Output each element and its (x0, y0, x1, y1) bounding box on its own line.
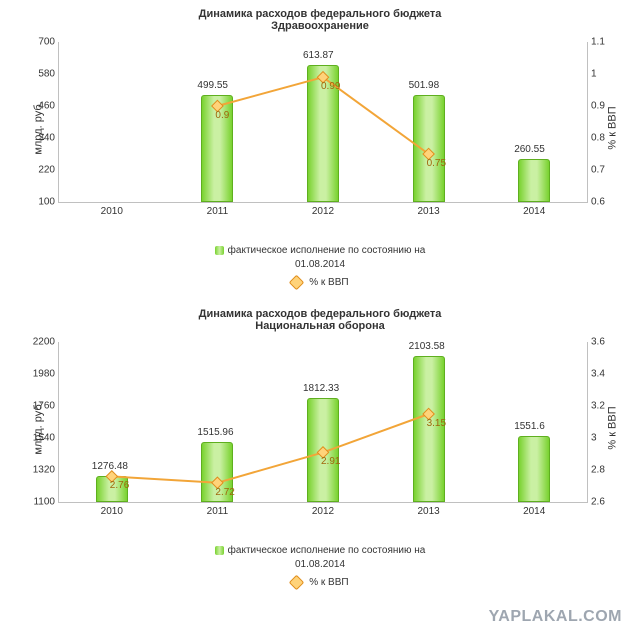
chart2-line-layer (59, 342, 587, 502)
chart1-plot: 1002203404605807000.60.70.80.911.1201020… (10, 36, 630, 224)
chart2-plot-area: 1100132015401760198022002.62.833.23.43.6… (58, 342, 588, 503)
chart2-legend-bar-swatch (215, 546, 224, 555)
chart2-legend-line-swatch (289, 575, 305, 591)
chart1-legend-bar-swatch (215, 246, 224, 255)
chart2-yright-tick: 3.2 (591, 401, 605, 412)
chart2-yright-tick: 2.8 (591, 465, 605, 476)
chart1-legend-bar-label2: 01.08.2014 (8, 258, 632, 272)
chart2-subtitle: Национальная оборона (8, 320, 632, 332)
chart2-legend-bar-label: фактическое исполнение по состоянию на (228, 545, 426, 556)
chart1-yleft-tick: 580 (38, 69, 55, 80)
chart1-yleft-tick: 220 (38, 165, 55, 176)
chart2-legend: фактическое исполнение по состоянию на 01… (8, 544, 632, 590)
chart1-legend: фактическое исполнение по состоянию на 01… (8, 244, 632, 290)
chart1-yright-tick: 0.6 (591, 197, 605, 208)
chart1-marker-label: 0.99 (321, 81, 340, 92)
chart1-yright-tick: 1.1 (591, 37, 605, 48)
chart2-yleft-label: млрд. руб. (33, 401, 45, 454)
chart1-yright-label: % к ВВП (606, 106, 618, 149)
chart1-x-label: 2010 (101, 206, 123, 217)
chart2-chart: Динамика расходов федерального бюджетаНа… (8, 308, 632, 590)
chart1-plot-area: 1002203404605807000.60.70.80.911.1201020… (58, 42, 588, 203)
chart2-legend-bar-label2: 01.08.2014 (8, 558, 632, 572)
chart2-legend-line-label: % к ВВП (306, 577, 348, 588)
chart2-yright-tick: 2.6 (591, 497, 605, 508)
chart2-yleft-tick: 1100 (33, 497, 55, 508)
chart1-marker-label: 0.9 (215, 110, 229, 121)
chart1-yleft-label: млрд. руб. (33, 101, 45, 154)
chart1-line-layer (59, 42, 587, 202)
chart2-yleft-tick: 1980 (33, 369, 55, 380)
chart1-yright-tick: 0.7 (591, 165, 605, 176)
chart1-x-label: 2012 (312, 206, 334, 217)
chart2-line (112, 414, 429, 483)
chart1-subtitle: Здравоохранение (8, 20, 632, 32)
watermark-text: YAPLAKAL.COM (8, 608, 632, 626)
chart1-marker-label: 0.75 (427, 158, 446, 169)
chart2-x-label: 2014 (523, 506, 545, 517)
chart2-yright-tick: 3.4 (591, 369, 605, 380)
chart2-marker-label: 2.91 (321, 456, 340, 467)
chart1-yright-tick: 0.9 (591, 101, 605, 112)
chart2-marker-label: 2.72 (215, 487, 234, 498)
chart2-x-label: 2010 (101, 506, 123, 517)
chart2-yright-label: % к ВВП (606, 406, 618, 449)
chart2-marker-label: 2.76 (110, 480, 129, 491)
chart1-legend-bar-label: фактическое исполнение по состоянию на (228, 245, 426, 256)
chart2-x-label: 2012 (312, 506, 334, 517)
chart1-yleft-tick: 700 (38, 37, 55, 48)
chart2-x-label: 2013 (417, 506, 439, 517)
chart2-marker-label: 3.15 (427, 418, 446, 429)
chart1-x-label: 2011 (207, 206, 229, 217)
chart1-yleft-tick: 100 (38, 197, 55, 208)
chart1-yright-tick: 0.8 (591, 133, 605, 144)
chart1-legend-line-swatch (289, 275, 305, 291)
chart2-plot: 1100132015401760198022002.62.833.23.43.6… (10, 336, 630, 524)
chart1-chart: Динамика расходов федерального бюджетаЗд… (8, 8, 632, 290)
chart1-x-label: 2014 (523, 206, 545, 217)
chart1-title: Динамика расходов федерального бюджета (8, 8, 632, 20)
chart1-legend-line-label: % к ВВП (306, 277, 348, 288)
chart2-yleft-tick: 1320 (33, 465, 55, 476)
chart1-yright-tick: 1 (591, 69, 597, 80)
chart2-yright-tick: 3.6 (591, 337, 605, 348)
chart1-x-label: 2013 (417, 206, 439, 217)
chart2-yright-tick: 3 (591, 433, 597, 444)
chart2-title: Динамика расходов федерального бюджета (8, 308, 632, 320)
chart2-yleft-tick: 2200 (33, 337, 55, 348)
chart2-x-label: 2011 (207, 506, 229, 517)
